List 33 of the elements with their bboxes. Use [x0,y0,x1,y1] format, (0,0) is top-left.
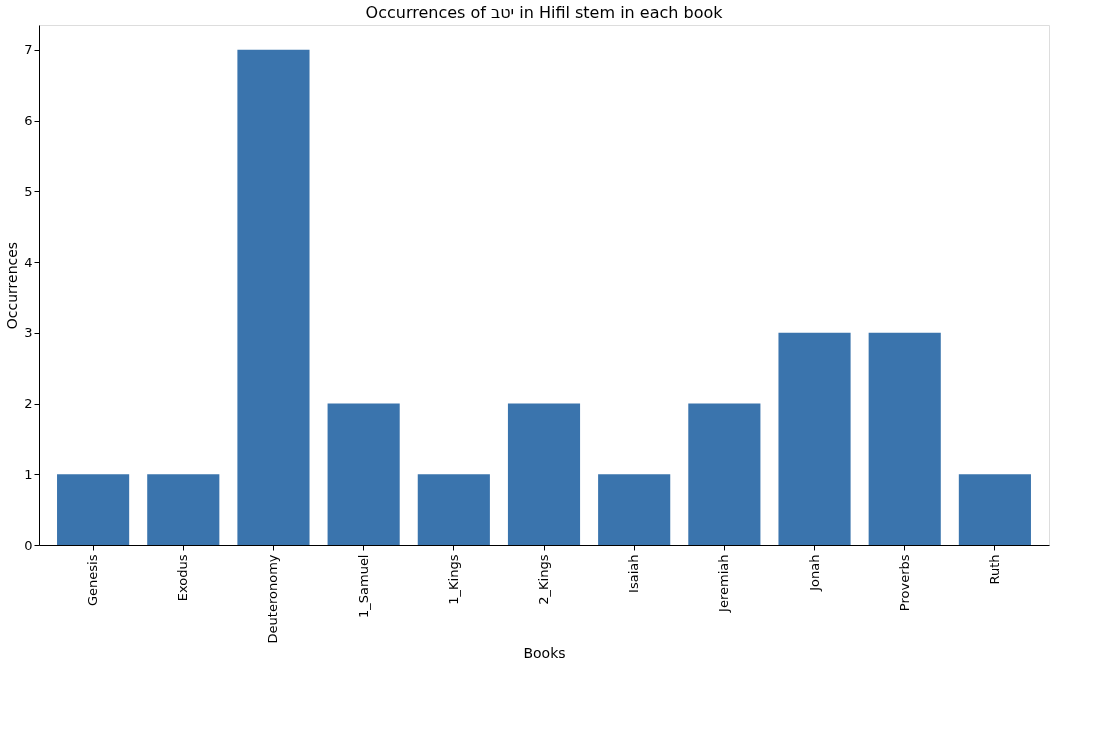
bar [958,474,1031,545]
bar [327,403,400,545]
x-tick-label: Isaiah [626,554,642,593]
y-tick-label: 2 [24,396,33,411]
y-axis-title: Occurrences [4,241,21,330]
y-tick-label: 5 [24,183,33,199]
y-tick-label: 4 [24,254,33,270]
x-tick-label: Jonah [806,554,822,592]
bar [417,474,490,545]
bar [147,474,220,545]
y-tick-label: 3 [24,325,33,341]
chart-title: Occurrences of יטב in Hifil stem in each book [365,3,724,22]
x-tick-label: Proverbs [896,554,912,612]
x-tick-label: 1_Samuel [355,554,371,619]
x-tick-label: 1_Kings [445,554,461,605]
y-tick-label: 6 [24,113,33,129]
x-tick-label: Deuteronomy [265,554,281,644]
x-tick-label: Exodus [175,554,191,602]
x-tick-label: Jeremiah [716,554,732,613]
x-axis-title: Books [523,645,566,662]
y-tick-label: 7 [24,42,33,58]
bar [868,332,941,545]
bar [598,474,671,545]
bar [507,403,581,545]
x-tick-label: Ruth [986,554,1002,585]
y-tick-label: 1 [24,466,33,482]
bar [237,49,310,545]
bar [778,332,851,545]
bar [688,403,761,545]
x-tick-label: 2_Kings [536,554,551,605]
x-tick-label: Genesis [85,554,101,606]
bar [57,474,130,545]
y-tick-label: 0 [24,537,33,553]
